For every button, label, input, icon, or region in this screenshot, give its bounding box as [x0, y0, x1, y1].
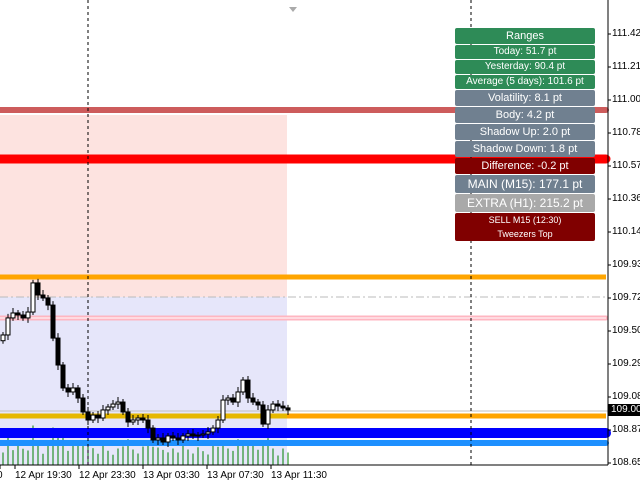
- candle-body[interactable]: [210, 427, 216, 433]
- price-axis-label: 109.93: [612, 259, 640, 270]
- candle-body[interactable]: [240, 379, 246, 393]
- difference: Difference: -0.2 pt: [455, 158, 595, 174]
- candle-body[interactable]: [200, 433, 206, 436]
- price-axis-label: 110.57: [612, 160, 640, 171]
- candle-body[interactable]: [65, 387, 71, 393]
- candle-body[interactable]: [0, 334, 6, 342]
- candle-body[interactable]: [165, 435, 171, 443]
- yesterday-range: Yesterday: 90.4 pt: [455, 60, 595, 74]
- candle-body[interactable]: [225, 397, 231, 401]
- price-axis-label: 111.42: [612, 28, 640, 39]
- candle-body[interactable]: [160, 437, 166, 443]
- candle-body[interactable]: [35, 282, 41, 296]
- candle-body[interactable]: [255, 401, 261, 406]
- today-range: Today: 51.7 pt: [455, 45, 595, 59]
- candle-body[interactable]: [75, 387, 81, 399]
- price-axis-label: 109.50: [612, 325, 640, 336]
- candle-body[interactable]: [155, 437, 161, 441]
- candle-body[interactable]: [135, 417, 141, 421]
- candle-body[interactable]: [25, 311, 31, 319]
- candle-body[interactable]: [190, 433, 196, 437]
- candle-body[interactable]: [55, 337, 61, 366]
- candle-body[interactable]: [285, 407, 291, 411]
- shift-marker-icon[interactable]: [289, 7, 297, 12]
- volatility: Volatility: 8.1 pt: [455, 90, 595, 106]
- panel-title: Ranges: [455, 28, 595, 44]
- candle-body[interactable]: [90, 414, 96, 421]
- price-axis-label: 109.29: [612, 358, 640, 369]
- candle-body[interactable]: [150, 427, 156, 441]
- candle-body[interactable]: [30, 282, 36, 313]
- range-zone-upper: [0, 115, 287, 297]
- candle-body[interactable]: [185, 433, 191, 437]
- price-axis-label: 110.78: [612, 127, 640, 138]
- candle-body[interactable]: [265, 409, 271, 425]
- candle-body[interactable]: [175, 437, 181, 441]
- candle-body[interactable]: [275, 403, 281, 407]
- candle-body[interactable]: [205, 431, 211, 435]
- time-axis-label: 12 Apr 19:30: [15, 470, 72, 481]
- candle-body[interactable]: [245, 379, 251, 399]
- candle-body[interactable]: [60, 364, 66, 389]
- candle-body[interactable]: [130, 419, 136, 423]
- price-axis-label: 108.65: [612, 457, 640, 468]
- candle-body[interactable]: [220, 399, 226, 421]
- body: Body: 4.2 pt: [455, 107, 595, 123]
- candle-body[interactable]: [80, 397, 86, 413]
- candle-body[interactable]: [15, 312, 21, 316]
- time-axis-label: 13 Apr 03:30: [143, 470, 200, 481]
- signal-box: SELL M15 (12:30) Tweezers Top: [455, 213, 595, 241]
- candle-body[interactable]: [120, 401, 126, 413]
- candle-body[interactable]: [70, 387, 76, 393]
- candle-body[interactable]: [195, 434, 201, 437]
- candle-body[interactable]: [260, 404, 266, 425]
- candle-body[interactable]: [280, 405, 286, 409]
- candle-body[interactable]: [145, 419, 151, 429]
- candle-body[interactable]: [115, 401, 121, 405]
- price-axis-label: 110.14: [612, 226, 640, 237]
- time-axis-label: 12 Apr 23:30: [79, 470, 136, 481]
- pattern-label: Tweezers Top: [497, 229, 553, 239]
- price-axis-label: 111.00: [612, 94, 640, 105]
- candle-body[interactable]: [270, 403, 276, 411]
- average-range: Average (5 days): 101.6 pt: [455, 75, 595, 89]
- candle-body[interactable]: [110, 403, 116, 408]
- time-axis-label: 13 Apr 07:30: [207, 470, 264, 481]
- main-range: MAIN (M15): 177.1 pt: [455, 175, 595, 193]
- candle-body[interactable]: [40, 294, 46, 299]
- time-axis-label: 0: [0, 470, 3, 481]
- candle-body[interactable]: [230, 397, 236, 403]
- candle-body[interactable]: [20, 314, 26, 319]
- candle-body[interactable]: [50, 304, 56, 339]
- candle-body[interactable]: [235, 391, 241, 403]
- shadow-down: Shadow Down: 1.8 pt: [455, 141, 595, 157]
- price-axis-label: 110.36: [612, 193, 640, 204]
- price-axis-label: 109.72: [612, 292, 640, 303]
- candlesticks: [0, 278, 291, 448]
- time-axis-label: 13 Apr 11:30: [271, 470, 327, 481]
- candle-body[interactable]: [5, 317, 11, 336]
- candle-body[interactable]: [125, 411, 131, 423]
- candle-body[interactable]: [180, 435, 186, 441]
- extra-range: EXTRA (H1): 215.2 pt: [455, 194, 595, 212]
- candle-body[interactable]: [215, 419, 221, 429]
- signal-label: SELL M15 (12:30): [488, 215, 562, 225]
- current-price-label: 109.00: [608, 404, 640, 416]
- candle-body[interactable]: [140, 417, 146, 421]
- candle-body[interactable]: [250, 397, 256, 403]
- candle-body[interactable]: [100, 409, 106, 419]
- candle-body[interactable]: [170, 435, 176, 439]
- candle-body[interactable]: [95, 414, 101, 419]
- price-axis-label: 108.87: [612, 424, 640, 435]
- price-axis-label: 109.08: [612, 391, 640, 402]
- candle-body[interactable]: [105, 406, 111, 411]
- price-axis-label: 111.21: [612, 61, 640, 72]
- shadow-up: Shadow Up: 2.0 pt: [455, 124, 595, 140]
- candle-body[interactable]: [45, 297, 51, 306]
- candle-body[interactable]: [10, 312, 16, 319]
